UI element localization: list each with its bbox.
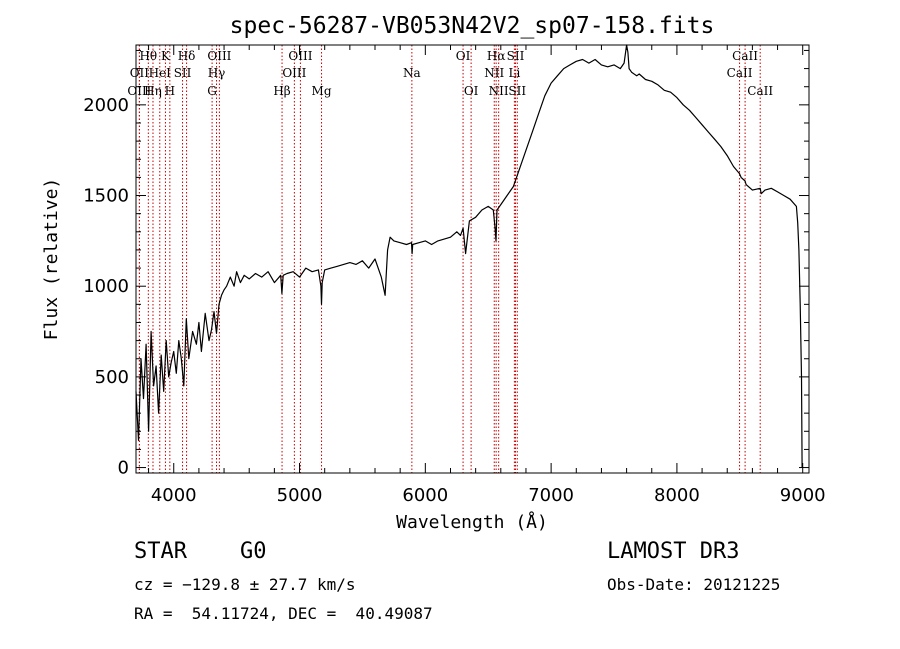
obs-date-text: Obs-Date: 20121225 [607, 575, 781, 594]
x-axis-label: Wavelength (Å) [396, 511, 548, 533]
line-label: NII [489, 84, 509, 98]
survey-label: LAMOST DR3 [607, 539, 740, 564]
line-label: CaII [727, 66, 753, 80]
line-label: OIII [207, 49, 231, 63]
y-tick-label: 1000 [83, 276, 129, 297]
line-label: OIII [127, 84, 151, 98]
x-tick-label: 7000 [528, 485, 574, 506]
line-label: Hδ [178, 49, 196, 63]
x-tick-label: 5000 [277, 485, 323, 506]
plot-frame [135, 44, 810, 474]
line-label: Hθ [139, 49, 157, 63]
line-label: OI [464, 84, 479, 98]
y-tick-label: 500 [95, 367, 129, 388]
line-label: Li [508, 66, 520, 80]
line-label: Mg [312, 84, 332, 98]
y-tick-label: 1500 [83, 186, 129, 207]
line-label: Hα [487, 49, 506, 63]
line-label: OII [130, 66, 150, 80]
subclass-label: G0 [240, 539, 267, 564]
line-label: Na [403, 66, 421, 80]
line-label: CaII [732, 49, 758, 63]
axis-ticks [136, 45, 809, 473]
emission-line-markers [138, 45, 761, 473]
x-tick-labels: 4000 5000 6000 7000 8000 9000 [151, 485, 826, 506]
line-label: NII [484, 66, 504, 80]
line-label: H [165, 84, 175, 98]
line-label: Hη [144, 84, 162, 98]
line-label: CaII [747, 84, 773, 98]
line-label: OI [456, 49, 471, 63]
x-tick-label: 9000 [780, 485, 826, 506]
x-tick-label: 8000 [654, 485, 700, 506]
line-label: G [207, 84, 217, 98]
redshift-text: cz = −129.8 ± 27.7 km/s [134, 575, 356, 594]
coordinates-text: RA = 54.11724, DEC = 40.49087 [134, 604, 433, 623]
chart-title: spec-56287-VB053N42V2_sp07-158.fits [230, 13, 715, 39]
class-label: STAR [134, 539, 187, 564]
x-tick-label: 6000 [402, 485, 448, 506]
x-tick-label: 4000 [151, 485, 197, 506]
line-label: SII [508, 84, 526, 98]
line-label: SII [174, 66, 192, 80]
y-tick-label: 0 [118, 458, 129, 479]
y-tick-labels: 0 500 1000 1500 2000 [83, 95, 129, 479]
line-label: HeI [149, 66, 172, 80]
line-label: K [161, 49, 171, 63]
line-label: Hγ [208, 66, 226, 80]
y-axis-label: Flux (relative) [41, 178, 62, 341]
emission-line-labels: Hθ OII OIII K HeI Hη SII H Hδ OIII Hγ G OIII OIII Hβ Mg… [127, 49, 773, 98]
y-tick-label: 2000 [83, 95, 129, 116]
line-label: OIII [288, 49, 312, 63]
line-label: OIII [282, 66, 306, 80]
line-label: Hβ [273, 84, 290, 98]
spectrum-line [135, 44, 803, 468]
line-label: SII [507, 49, 525, 63]
